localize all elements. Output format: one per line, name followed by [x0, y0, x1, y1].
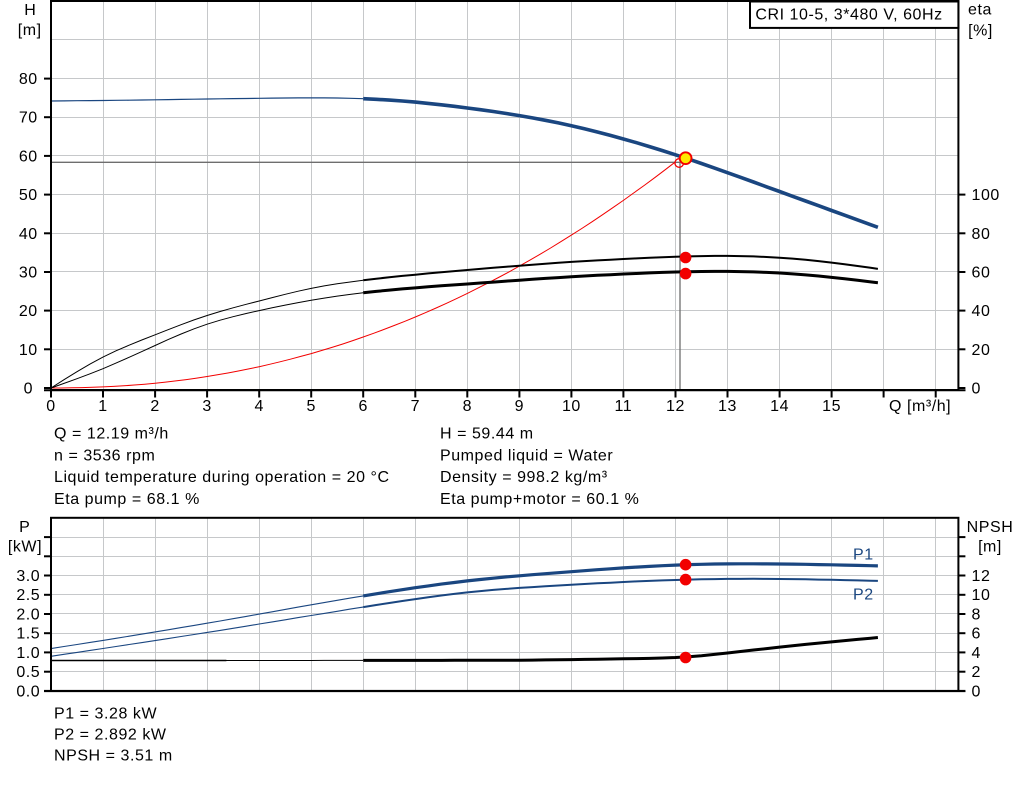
svg-text:Liquid temperature during oper: Liquid temperature during operation = 20…: [54, 469, 390, 486]
svg-text:0: 0: [972, 381, 981, 398]
svg-text:Eta pump+motor = 60.1 %: Eta pump+motor = 60.1 %: [440, 491, 639, 508]
svg-text:Pumped liquid = Water: Pumped liquid = Water: [440, 447, 613, 464]
svg-text:Q = 12.19 m³/h: Q = 12.19 m³/h: [54, 426, 169, 443]
svg-text:20: 20: [972, 342, 991, 359]
svg-text:CRI 10-5, 3*480 V, 60Hz: CRI 10-5, 3*480 V, 60Hz: [755, 6, 942, 23]
svg-text:10: 10: [19, 342, 38, 359]
svg-text:100: 100: [972, 187, 1000, 204]
svg-text:[%]: [%]: [968, 23, 993, 40]
svg-text:30: 30: [19, 265, 38, 282]
svg-text:5: 5: [306, 398, 315, 415]
svg-text:80: 80: [19, 71, 38, 88]
svg-text:[kW]: [kW]: [8, 539, 42, 556]
svg-text:4: 4: [254, 398, 263, 415]
svg-text:Q [m³/h]: Q [m³/h]: [889, 398, 951, 415]
svg-text:H = 59.44 m: H = 59.44 m: [440, 426, 534, 443]
svg-text:H: H: [24, 2, 36, 19]
svg-text:NPSH = 3.51 m: NPSH = 3.51 m: [54, 748, 173, 765]
svg-text:0: 0: [24, 381, 33, 398]
svg-text:6: 6: [972, 626, 981, 643]
svg-text:14: 14: [770, 398, 789, 415]
svg-text:20: 20: [19, 303, 38, 320]
svg-text:7: 7: [411, 398, 420, 415]
svg-text:13: 13: [718, 398, 737, 415]
svg-text:1: 1: [98, 398, 107, 415]
svg-text:3.0: 3.0: [16, 568, 40, 585]
svg-text:8: 8: [463, 398, 472, 415]
svg-text:0.0: 0.0: [16, 683, 40, 700]
svg-text:2.0: 2.0: [16, 607, 40, 624]
svg-text:Density = 998.2 kg/m³: Density = 998.2 kg/m³: [440, 469, 608, 486]
svg-text:Eta pump = 68.1 %: Eta pump = 68.1 %: [54, 491, 200, 508]
svg-text:10: 10: [972, 587, 991, 604]
svg-text:[m]: [m]: [18, 22, 42, 39]
svg-text:0: 0: [46, 398, 55, 415]
svg-text:4: 4: [972, 645, 981, 662]
svg-text:0: 0: [972, 683, 981, 700]
svg-text:2: 2: [972, 664, 981, 681]
svg-text:n = 3536 rpm: n = 3536 rpm: [54, 447, 155, 464]
svg-text:9: 9: [515, 398, 524, 415]
svg-text:12: 12: [972, 568, 991, 585]
svg-text:2: 2: [150, 398, 159, 415]
svg-text:15: 15: [822, 398, 841, 415]
svg-text:12: 12: [666, 398, 685, 415]
svg-text:NPSH: NPSH: [967, 519, 1014, 536]
svg-text:P1 = 3.28 kW: P1 = 3.28 kW: [54, 705, 157, 722]
svg-text:P1: P1: [853, 546, 874, 563]
svg-text:60: 60: [19, 148, 38, 165]
svg-text:60: 60: [972, 265, 991, 282]
svg-text:40: 40: [972, 303, 991, 320]
svg-text:3: 3: [202, 398, 211, 415]
svg-text:[m]: [m]: [978, 539, 1002, 556]
svg-text:10: 10: [562, 398, 581, 415]
svg-text:P2: P2: [853, 586, 874, 603]
svg-text:2.5: 2.5: [16, 587, 40, 604]
svg-text:1.0: 1.0: [16, 645, 40, 662]
svg-text:8: 8: [972, 607, 981, 624]
svg-text:11: 11: [615, 398, 633, 415]
svg-text:eta: eta: [968, 2, 992, 19]
svg-text:1.5: 1.5: [16, 626, 40, 643]
svg-text:P2 = 2.892 kW: P2 = 2.892 kW: [54, 727, 167, 744]
svg-text:P: P: [19, 519, 30, 536]
svg-text:80: 80: [972, 226, 991, 243]
svg-text:40: 40: [19, 226, 38, 243]
svg-text:70: 70: [19, 110, 38, 127]
svg-text:50: 50: [19, 187, 38, 204]
svg-text:6: 6: [358, 398, 367, 415]
svg-text:0.5: 0.5: [16, 664, 40, 681]
